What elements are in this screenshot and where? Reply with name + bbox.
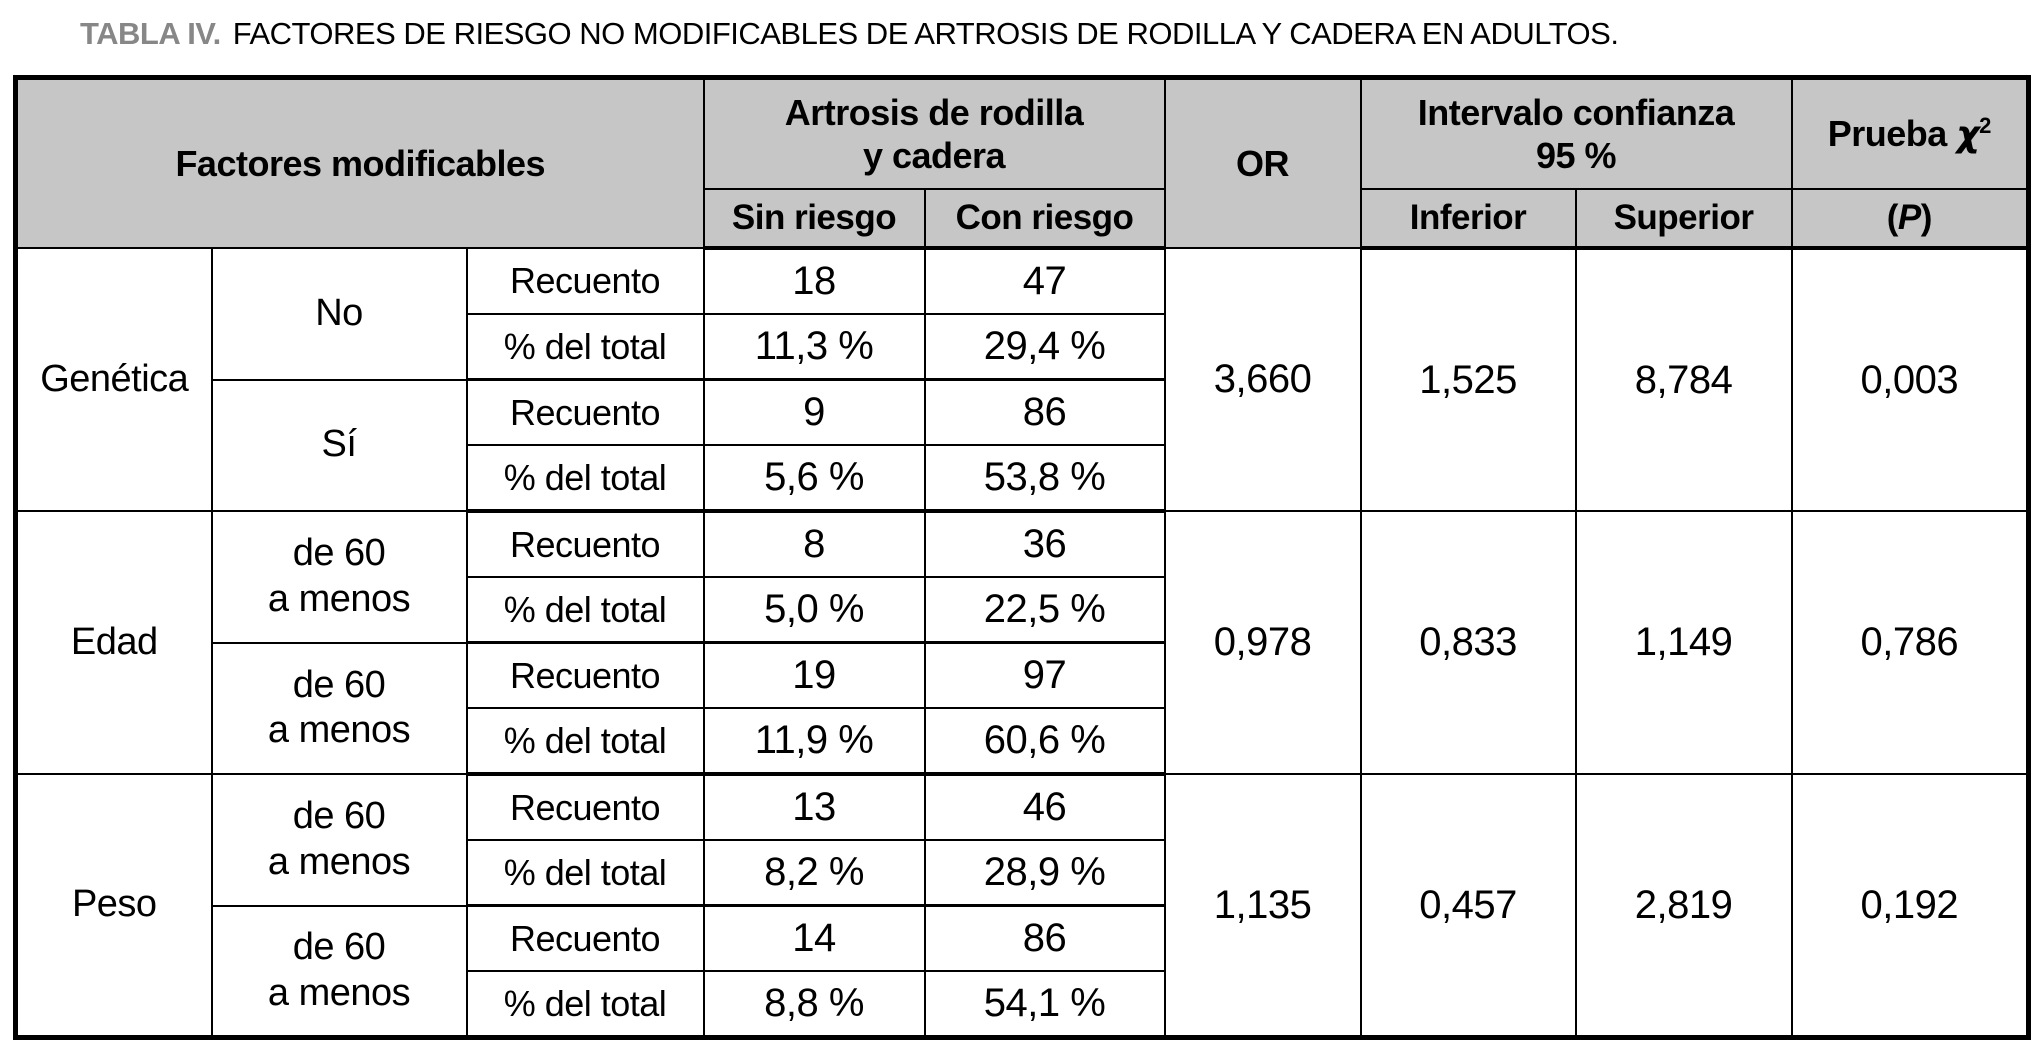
- value-cell: 53,8 %: [923, 444, 1166, 513]
- subgroup-cell: de 60 a menos: [210, 510, 468, 644]
- value-cell: 86: [923, 904, 1166, 972]
- measure-label-cell: Recuento: [465, 247, 705, 315]
- ci-inferior-cell: 1,525: [1359, 247, 1577, 512]
- value-cell: 60,6 %: [923, 707, 1166, 776]
- header-prueba-chi: Prueba χ2: [1790, 76, 2030, 190]
- value-cell: 97: [923, 641, 1166, 709]
- measure-label-cell: % del total: [465, 970, 705, 1039]
- table-row: % del total 11,9 % 60,6 %: [16, 707, 2029, 776]
- value-cell: 8: [702, 510, 926, 578]
- header-factores-modificables: Factores modificables: [14, 76, 705, 249]
- value-cell: 54,1 %: [923, 970, 1166, 1039]
- p-value-cell: 0,786: [1790, 510, 2030, 775]
- subgroup-cell: de 60 a menos: [210, 773, 468, 907]
- subgroup-cell: de 60 a menos: [210, 904, 468, 1039]
- subgroup-cell: de 60 a menos: [210, 641, 468, 775]
- or-cell: 3,660: [1163, 247, 1362, 512]
- value-cell: 13: [702, 773, 926, 841]
- header-row-1: Factores modificables Artrosis de rodill…: [14, 76, 2030, 249]
- p-symbol: P: [1897, 198, 1921, 237]
- value-cell: 22,5 %: [923, 576, 1166, 644]
- header-superior: Superior: [1574, 188, 1793, 250]
- value-cell: 14: [702, 904, 926, 972]
- subgroup-cell: No: [210, 247, 468, 381]
- chi-symbol: χ: [1956, 113, 1980, 155]
- measure-label-cell: Recuento: [465, 641, 705, 709]
- table-title: TABLA IV. FACTORES DE RIESGO NO MODIFICAB…: [80, 16, 1619, 52]
- measure-label-cell: % del total: [465, 313, 705, 381]
- value-cell: 46: [923, 773, 1166, 841]
- header-intervalo-confianza: Intervalo confianza 95 %: [1359, 76, 1793, 190]
- value-cell: 8,8 %: [702, 970, 926, 1039]
- ci-superior-cell: 1,149: [1574, 510, 1793, 775]
- table-row: % del total 5,6 % 53,8 %: [16, 444, 2029, 513]
- header-inferior: Inferior: [1359, 188, 1577, 250]
- factor-cell: Peso: [14, 773, 213, 1039]
- value-cell: 9: [702, 378, 926, 446]
- ci-superior-cell: 8,784: [1574, 247, 1793, 512]
- factor-cell: Edad: [14, 510, 213, 775]
- ci-superior-cell: 2,819: [1574, 773, 1793, 1039]
- ci-inferior-cell: 0,457: [1359, 773, 1577, 1039]
- p-value-cell: 0,003: [1790, 247, 2030, 512]
- table-title-label: TABLA IV.: [80, 16, 221, 51]
- table-row: % del total 11,3 % 29,4 %: [16, 313, 2029, 381]
- table-row: Edad de 60 a menos Recuento 8 36 0,978 0…: [14, 510, 2030, 775]
- measure-label-cell: Recuento: [465, 773, 705, 841]
- value-cell: 28,9 %: [923, 839, 1166, 907]
- header-artrosis-rodilla-cadera: Artrosis de rodilla y cadera: [702, 76, 1166, 190]
- measure-label-cell: Recuento: [465, 904, 705, 972]
- table-row: % del total 5,0 % 22,5 %: [16, 576, 2029, 644]
- or-cell: 0,978: [1163, 510, 1362, 775]
- subgroup-cell: Sí: [210, 378, 468, 512]
- value-cell: 11,3 %: [702, 313, 926, 381]
- value-cell: 29,4 %: [923, 313, 1166, 381]
- value-cell: 47: [923, 247, 1166, 315]
- table-row: de 60 a menos Recuento 19 97: [16, 641, 2029, 775]
- ci-inferior-cell: 0,833: [1359, 510, 1577, 775]
- measure-label-cell: Recuento: [465, 510, 705, 578]
- header-sin-riesgo: Sin riesgo: [702, 188, 926, 250]
- factor-cell: Genética: [14, 247, 213, 512]
- table-row: Sí Recuento 9 86: [16, 378, 2029, 512]
- measure-label-cell: % del total: [465, 707, 705, 776]
- table-row: de 60 a menos Recuento 14 86: [16, 904, 2029, 1039]
- p-value-cell: 0,192: [1790, 773, 2030, 1039]
- measure-label-cell: % del total: [465, 576, 705, 644]
- measure-label-cell: % del total: [465, 839, 705, 907]
- value-cell: 18: [702, 247, 926, 315]
- table-row: Genética No Recuento 18 47 3,660 1,525 8…: [14, 247, 2030, 512]
- table-title-text: FACTORES DE RIESGO NO MODIFICABLES DE AR…: [232, 16, 1619, 51]
- value-cell: 11,9 %: [702, 707, 926, 776]
- value-cell: 5,6 %: [702, 444, 926, 513]
- header-row-2: Sin riesgo Con riesgo Inferior Superior …: [16, 188, 2030, 250]
- value-cell: 19: [702, 641, 926, 709]
- risk-factors-table: Factores modificables Artrosis de rodill…: [13, 75, 2032, 1040]
- header-prueba-label: Prueba: [1827, 112, 1948, 154]
- value-cell: 86: [923, 378, 1166, 446]
- value-cell: 8,2 %: [702, 839, 926, 907]
- table-row: % del total 8,2 % 28,9 %: [16, 839, 2029, 907]
- header-p: (P): [1790, 188, 2030, 250]
- measure-label-cell: % del total: [465, 444, 705, 513]
- table-row: Peso de 60 a menos Recuento 13 46 1,135 …: [14, 773, 2030, 1039]
- value-cell: 36: [923, 510, 1166, 578]
- header-or: OR: [1163, 76, 1362, 249]
- value-cell: 5,0 %: [702, 576, 926, 644]
- header-con-riesgo: Con riesgo: [923, 188, 1166, 250]
- measure-label-cell: Recuento: [465, 378, 705, 446]
- or-cell: 1,135: [1163, 773, 1362, 1039]
- chi-exponent: 2: [1979, 112, 1991, 138]
